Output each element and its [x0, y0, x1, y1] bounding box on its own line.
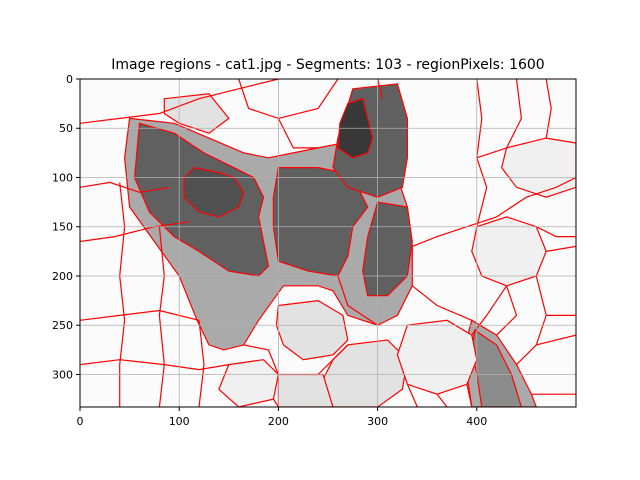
segment-boundary [377, 79, 384, 99]
plot-frame [79, 78, 577, 408]
segment-boundary [516, 275, 547, 366]
x-tick-label: 300 [367, 415, 388, 428]
segment-region [183, 166, 245, 218]
segment-boundary [80, 221, 190, 243]
segment-boundary [506, 79, 523, 149]
segment-boundary [476, 147, 507, 159]
segment-region [163, 93, 230, 134]
x-tick-label: 100 [169, 415, 190, 428]
segment-boundary [412, 176, 576, 247]
chart-title: Image regions - cat1.jpg - Segments: 103… [111, 57, 544, 73]
y-tick-label: 200 [52, 270, 73, 283]
segment-boundary [496, 285, 518, 336]
segment-region [500, 137, 576, 198]
segment-boundary [198, 320, 205, 407]
segment-region [322, 339, 409, 407]
segment-region [471, 216, 547, 287]
y-tick-label: 50 [59, 122, 73, 135]
segment-boundary [317, 344, 349, 375]
segment-boundary [243, 344, 279, 375]
segment-boundary [546, 245, 576, 252]
x-axis: 0 100 200 300 400 [77, 407, 487, 428]
y-tick-label: 100 [52, 171, 73, 184]
segment-boundary [436, 393, 448, 407]
segment-boundary [119, 182, 126, 407]
y-tick-label: 300 [52, 368, 73, 381]
segment-boundary [536, 226, 576, 238]
segment-region [396, 319, 478, 395]
segment-region [362, 201, 413, 297]
x-tick-label: 200 [268, 415, 289, 428]
y-tick-label: 150 [52, 221, 73, 234]
segment-boundary [411, 285, 473, 321]
segment-regions [123, 83, 576, 407]
plot-area [79, 78, 577, 408]
segment-boundary [158, 226, 165, 407]
y-tick-label: 0 [66, 73, 73, 86]
segment-boundary [272, 398, 279, 407]
y-tick-label: 250 [52, 319, 73, 332]
x-tick-label: 0 [77, 415, 84, 428]
segment-boundary [80, 181, 170, 193]
segment-boundary [337, 275, 378, 326]
segment-boundary [406, 384, 418, 407]
x-tick-label: 400 [466, 415, 487, 428]
segment-boundary [536, 334, 576, 346]
y-axis: 0 50 100 150 200 250 300 [52, 73, 80, 381]
segment-boundary [466, 384, 473, 407]
segment-region [277, 373, 334, 407]
